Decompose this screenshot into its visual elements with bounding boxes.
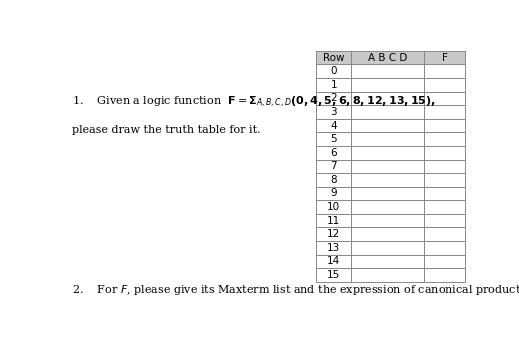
Text: please draw the truth table for it.: please draw the truth table for it.	[72, 125, 261, 135]
Bar	[424, 51, 465, 64]
Text: F: F	[442, 53, 447, 63]
Bar	[424, 214, 465, 227]
Bar	[316, 200, 351, 214]
Bar	[424, 254, 465, 268]
Bar	[424, 241, 465, 254]
Text: 1.    Given a logic function  $\mathbf{F} = \mathbf{\Sigma}_{A,B,C,D}$$\mathbf{(: 1. Given a logic function $\mathbf{F} = …	[72, 95, 436, 110]
Text: 12: 12	[327, 229, 340, 239]
Text: 14: 14	[327, 256, 340, 266]
Bar	[316, 119, 351, 132]
Bar	[424, 227, 465, 241]
Bar	[316, 105, 351, 119]
Bar	[351, 51, 424, 64]
Bar	[351, 159, 424, 173]
Bar	[351, 173, 424, 187]
Text: 6: 6	[331, 148, 337, 158]
Bar	[351, 146, 424, 159]
Bar	[424, 146, 465, 159]
Bar	[424, 119, 465, 132]
Bar	[316, 146, 351, 159]
Text: 4: 4	[331, 121, 337, 130]
Bar	[351, 78, 424, 92]
Text: 13: 13	[327, 243, 340, 253]
Bar	[316, 214, 351, 227]
Bar	[424, 200, 465, 214]
Bar	[351, 241, 424, 254]
Text: 0: 0	[331, 66, 337, 76]
Bar	[424, 268, 465, 282]
Text: 10: 10	[327, 202, 340, 212]
Bar	[424, 92, 465, 105]
Bar	[424, 64, 465, 78]
Bar	[316, 227, 351, 241]
Text: 2: 2	[331, 93, 337, 103]
Text: 5: 5	[331, 134, 337, 144]
Bar	[351, 64, 424, 78]
Bar	[351, 268, 424, 282]
Bar	[316, 254, 351, 268]
Bar	[351, 119, 424, 132]
Text: 1: 1	[331, 80, 337, 90]
Bar	[316, 132, 351, 146]
Bar	[424, 78, 465, 92]
Bar	[351, 227, 424, 241]
Text: 15: 15	[327, 270, 340, 280]
Bar	[424, 187, 465, 200]
Bar	[316, 51, 351, 64]
Text: 3: 3	[331, 107, 337, 117]
Text: Row: Row	[323, 53, 345, 63]
Bar	[351, 214, 424, 227]
Bar	[351, 105, 424, 119]
Bar	[316, 92, 351, 105]
Text: 8: 8	[331, 175, 337, 185]
Bar	[424, 132, 465, 146]
Bar	[316, 173, 351, 187]
Bar	[351, 132, 424, 146]
Bar	[316, 187, 351, 200]
Bar	[424, 173, 465, 187]
Bar	[316, 159, 351, 173]
Bar	[316, 268, 351, 282]
Bar	[351, 187, 424, 200]
Bar	[351, 92, 424, 105]
Bar	[424, 159, 465, 173]
Text: 11: 11	[327, 216, 340, 226]
Bar	[424, 105, 465, 119]
Bar	[351, 254, 424, 268]
Text: 7: 7	[331, 161, 337, 171]
Bar	[316, 241, 351, 254]
Bar	[316, 78, 351, 92]
Bar	[316, 64, 351, 78]
Text: 2.    For $\mathit{F}$, please give its Maxterm list and the expression of canon: 2. For $\mathit{F}$, please give its Max…	[72, 282, 519, 297]
Text: 9: 9	[331, 188, 337, 198]
Text: A B C D: A B C D	[368, 53, 407, 63]
Bar	[351, 200, 424, 214]
